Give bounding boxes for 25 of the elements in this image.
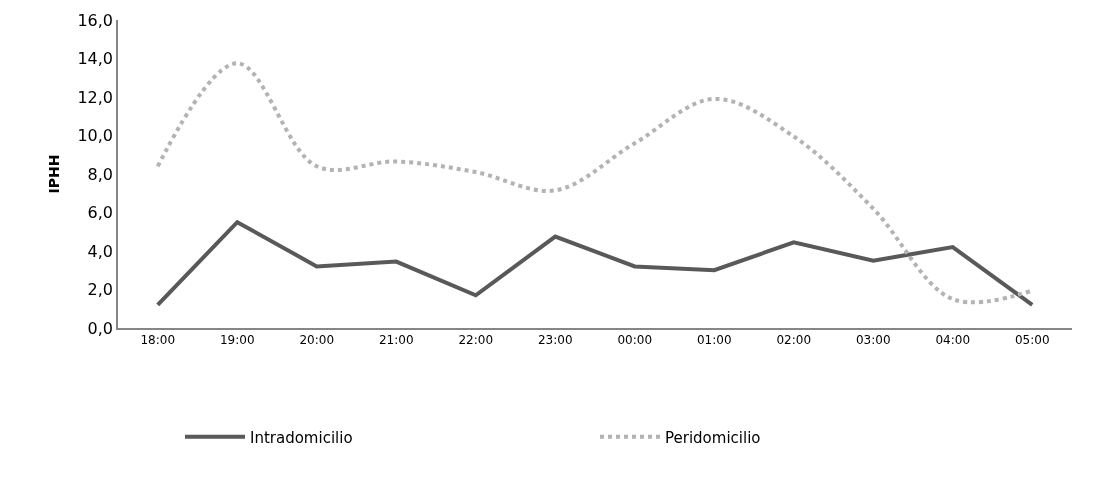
x-tick-label: 04:00 <box>935 333 971 348</box>
x-tick-label: 21:00 <box>378 333 414 348</box>
x-tick-label: 20:00 <box>299 333 335 348</box>
x-tick-label: 01:00 <box>696 333 732 348</box>
y-tick-label: 8,0 <box>87 164 114 184</box>
y-tick-label: 16,0 <box>77 10 114 30</box>
x-tick-label: 02:00 <box>776 333 812 348</box>
y-axis-title: IPHH <box>45 154 62 194</box>
y-tick-label: 0,0 <box>87 318 114 338</box>
legend-label: Intradomicilio <box>250 428 353 447</box>
y-tick-label: 2,0 <box>87 280 114 300</box>
x-tick-label: 19:00 <box>219 333 255 348</box>
y-tick-label: 12,0 <box>77 87 114 107</box>
legend-label: Peridomicilio <box>665 428 761 447</box>
x-tick-label: 23:00 <box>537 333 573 348</box>
x-tick-label: 03:00 <box>855 333 891 348</box>
line-series <box>155 220 1035 307</box>
y-tick-label: 6,0 <box>87 203 114 223</box>
x-tick-label: 18:00 <box>140 333 176 348</box>
y-tick-label: 4,0 <box>87 241 114 261</box>
x-tick-label: 22:00 <box>458 333 494 348</box>
y-tick-label: 10,0 <box>77 126 114 146</box>
x-tick-label: 00:00 <box>617 333 653 348</box>
y-tick-label: 14,0 <box>77 49 114 69</box>
x-tick-label: 05:00 <box>1014 333 1050 348</box>
